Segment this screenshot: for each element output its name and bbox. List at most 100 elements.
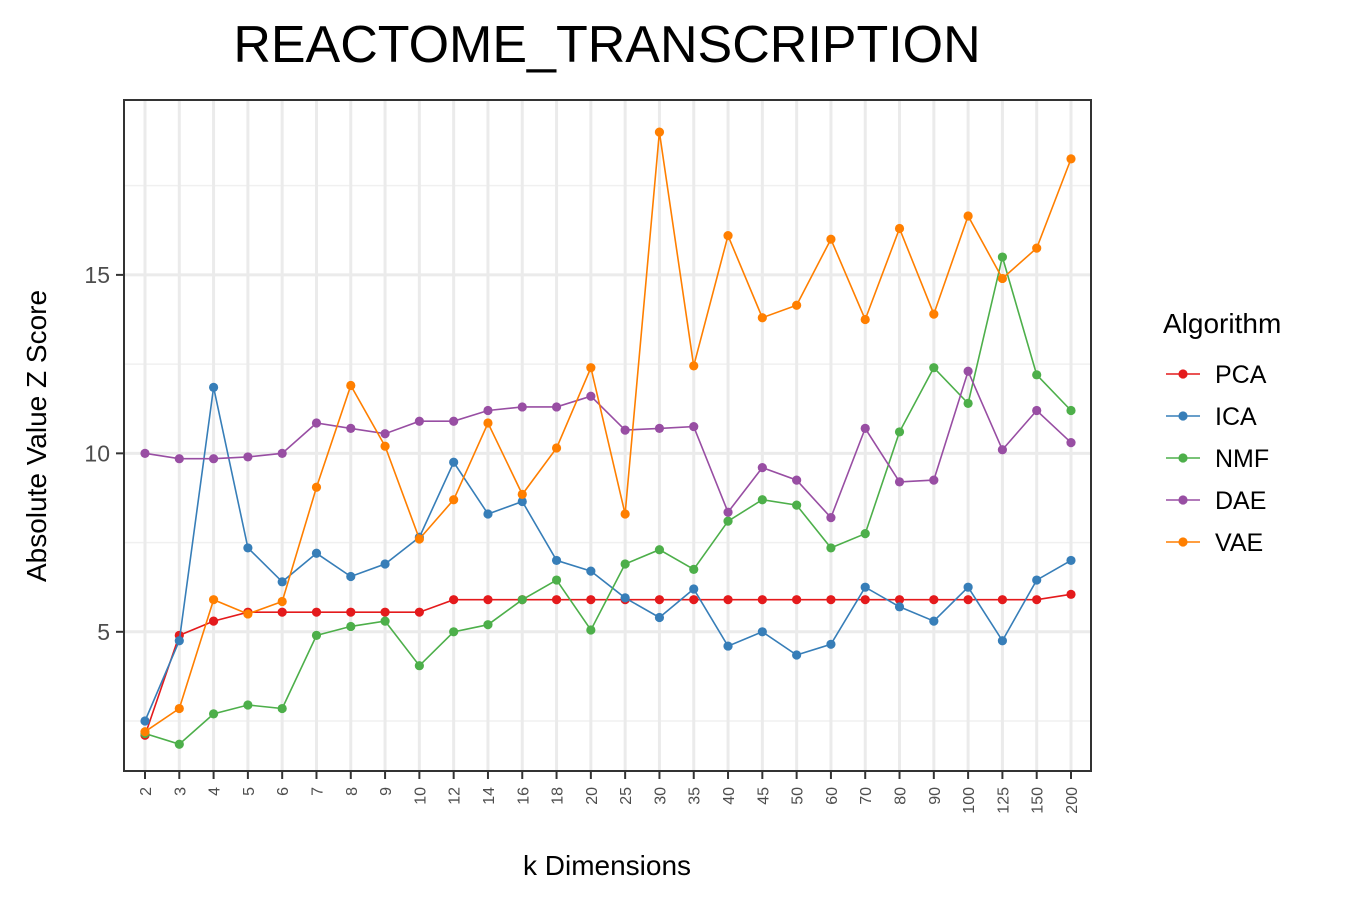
grid-minor	[124, 184, 1091, 722]
data-point-ica	[586, 566, 596, 576]
data-point-pca	[929, 595, 939, 605]
data-point-ica	[654, 612, 665, 623]
data-point-dae	[894, 477, 905, 487]
data-point-vae	[586, 363, 596, 373]
data-point-pca	[311, 607, 322, 617]
x-tick-label: 125	[995, 787, 1012, 814]
data-point-pca	[586, 595, 596, 605]
series-layer	[140, 127, 1076, 749]
data-point-nmf	[963, 398, 973, 408]
data-point-pca	[792, 595, 802, 605]
data-point-vae	[277, 596, 287, 607]
data-point-vae	[174, 703, 184, 714]
y-axis: 5 10 15	[84, 262, 124, 645]
x-axis-title: k Dimensions	[523, 850, 691, 881]
data-point-vae	[346, 380, 356, 391]
data-point-dae	[723, 507, 733, 517]
x-tick-label: 5	[241, 787, 258, 796]
data-point-vae	[894, 223, 905, 234]
data-point-dae	[208, 454, 219, 464]
data-point-ica	[757, 627, 767, 637]
y-tick-label: 5	[97, 619, 110, 645]
data-point-vae	[723, 231, 733, 241]
data-point-dae	[997, 445, 1008, 455]
x-tick-label: 40	[721, 787, 738, 805]
legend-items: PCA ICA NMF DAE VAE	[1166, 361, 1269, 557]
data-point-vae	[757, 313, 767, 323]
data-point-ica	[483, 509, 493, 519]
data-point-pca	[723, 595, 733, 605]
data-point-dae	[929, 475, 939, 485]
data-point-dae	[243, 452, 253, 462]
data-point-dae	[1066, 438, 1076, 448]
data-point-pca	[277, 607, 287, 617]
data-point-ica	[723, 641, 733, 651]
data-point-ica	[449, 457, 459, 467]
data-point-vae	[243, 609, 253, 619]
legend-label-vae: VAE	[1215, 529, 1263, 557]
data-point-pca	[1032, 595, 1042, 605]
x-tick-label: 14	[481, 787, 498, 805]
data-point-dae	[689, 421, 699, 432]
data-point-pca	[654, 595, 665, 605]
legend: Algorithm PCA ICA NMF DAE VAE	[1163, 308, 1281, 557]
data-point-pca	[449, 595, 459, 605]
data-point-nmf	[792, 500, 802, 510]
data-point-nmf	[586, 625, 596, 635]
data-point-vae	[860, 314, 870, 325]
data-point-vae	[1066, 154, 1076, 164]
legend-label-pca: PCA	[1215, 361, 1267, 389]
legend-marker-ica	[1178, 411, 1188, 421]
legend-label-dae: DAE	[1215, 487, 1266, 515]
data-point-nmf	[860, 529, 870, 539]
legend-item-ica: ICA	[1166, 403, 1257, 431]
series-line-vae	[144, 131, 1072, 733]
data-point-dae	[449, 416, 459, 426]
data-point-dae	[483, 405, 493, 416]
data-point-vae	[689, 361, 699, 371]
legend-marker-nmf	[1178, 453, 1188, 463]
data-point-vae	[929, 309, 939, 319]
data-point-pca	[346, 607, 356, 617]
data-point-nmf	[620, 559, 630, 569]
legend-title: Algorithm	[1163, 308, 1281, 339]
data-point-dae	[311, 418, 322, 428]
data-point-dae	[586, 391, 596, 401]
legend-item-pca: PCA	[1166, 361, 1267, 389]
data-point-ica	[1066, 555, 1076, 566]
series-line-dae	[144, 369, 1072, 520]
data-point-dae	[1032, 405, 1042, 416]
series-pca	[140, 589, 1076, 740]
x-tick-label: 12	[447, 787, 464, 805]
x-tick-label: 70	[858, 787, 875, 805]
x-tick-label: 3	[172, 787, 189, 796]
plot-panel-border	[123, 99, 1092, 772]
legend-marker-vae	[1178, 537, 1188, 547]
x-tick-label: 50	[790, 787, 807, 805]
data-point-ica	[551, 555, 562, 566]
data-point-vae	[311, 482, 322, 492]
x-tick-label: 60	[824, 787, 841, 805]
data-point-nmf	[894, 427, 905, 437]
data-point-vae	[449, 495, 459, 505]
series-vae	[140, 127, 1076, 737]
legend-item-nmf: NMF	[1166, 445, 1269, 473]
data-point-dae	[140, 448, 150, 458]
data-point-pca	[483, 595, 493, 605]
legend-marker-dae	[1178, 495, 1188, 505]
data-point-dae	[517, 402, 527, 412]
data-point-pca	[414, 607, 424, 617]
data-point-vae	[1032, 243, 1042, 253]
data-point-pca	[1066, 589, 1076, 599]
data-point-nmf	[517, 595, 527, 605]
data-point-nmf	[208, 709, 219, 719]
data-point-nmf	[826, 543, 836, 553]
x-axis: 2 3 4 5 6 7 8 9 10 12 14 16 18 20 25 30 35 40 45 50 60 70 80 90…	[138, 771, 1081, 814]
data-point-nmf	[311, 630, 322, 640]
data-point-pca	[689, 595, 699, 605]
data-point-ica	[860, 582, 870, 592]
data-point-pca	[208, 616, 219, 626]
data-point-nmf	[1066, 405, 1076, 416]
data-point-vae	[517, 489, 527, 499]
data-point-nmf	[346, 621, 356, 632]
